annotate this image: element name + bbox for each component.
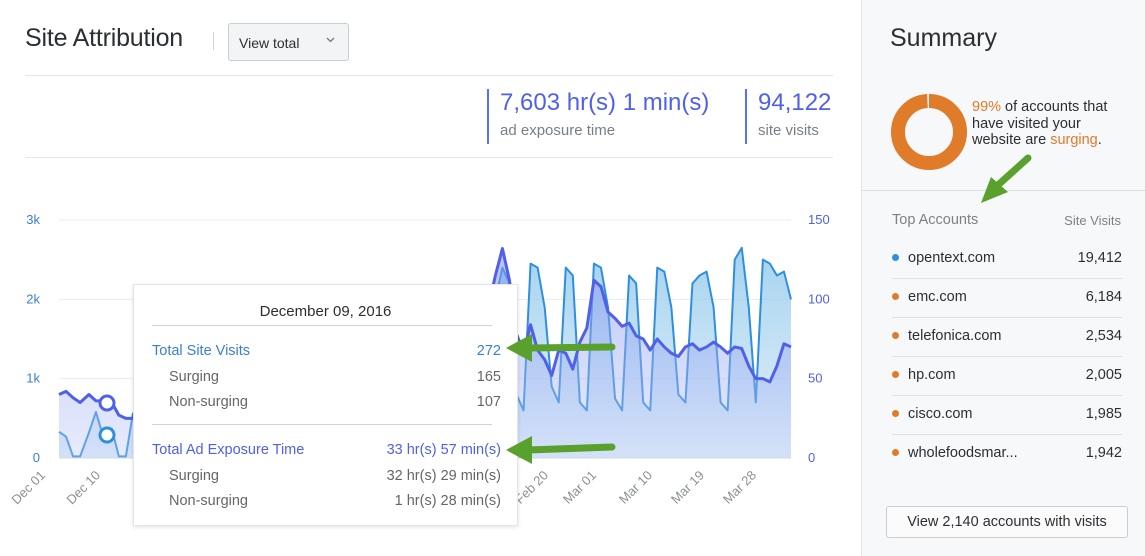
account-visits: 2,534 (1085, 328, 1122, 344)
summary-title: Summary (890, 24, 997, 52)
hover-marker (98, 426, 116, 444)
summary-divider (862, 190, 1145, 191)
chevron-down-icon (325, 34, 336, 48)
tooltip-label: Surging (169, 369, 219, 385)
header-divider (25, 75, 833, 76)
account-dot-icon (892, 293, 899, 300)
account-row[interactable]: hp.com 2,005 (892, 357, 1122, 396)
ad-exposure-value: 7,603 hr(s) 1 min(s) (500, 89, 710, 116)
view-select-label: View total (239, 35, 300, 51)
tooltip-value: 1 hr(s) 28 min(s) (394, 493, 501, 509)
account-visits: 6,184 (1085, 289, 1122, 305)
donut-arc (891, 94, 967, 170)
right-axis-tick: 150 (808, 212, 830, 227)
account-name: hp.com (908, 367, 956, 383)
summary-text-mid: of accounts that have visited your websi… (972, 99, 1108, 148)
tooltip-label: Total Site Visits (152, 343, 251, 359)
title-divider (213, 32, 214, 50)
right-axis-tick: 100 (808, 291, 830, 306)
account-visits: 1,985 (1085, 406, 1122, 422)
left-axis-tick: 2k (26, 291, 40, 306)
chart-tooltip: December 09, 2016 Total Site Visits 272 … (133, 284, 518, 526)
tooltip-divider (152, 325, 492, 326)
surging-percent: 99% (972, 99, 1002, 115)
tooltip-label: Non-surging (169, 493, 248, 509)
metrics-divider (25, 157, 833, 158)
tooltip-label: Total Ad Exposure Time (152, 442, 305, 458)
account-dot-icon (892, 254, 899, 261)
hover-marker (98, 394, 116, 412)
x-axis-tick: Mar 10 (616, 468, 655, 507)
left-axis-tick: 0 (33, 450, 40, 465)
series-line (58, 247, 792, 420)
site-visits-metric: 94,122 site visits (745, 89, 831, 144)
tooltip-value: 107 (476, 394, 501, 410)
right-axis-tick: 0 (808, 450, 815, 465)
tooltip-value: 165 (476, 369, 501, 385)
x-axis-tick: Dec 10 (63, 468, 103, 508)
x-axis-tick: Mar 19 (668, 468, 707, 507)
site-visits-value: 94,122 (758, 89, 832, 116)
account-visits: 19,412 (1077, 250, 1122, 266)
right-axis-tick: 50 (808, 371, 822, 386)
account-visits: 2,005 (1085, 367, 1122, 383)
page-title: Site Attribution (25, 24, 184, 52)
site-visits-label: site visits (758, 122, 819, 139)
view-total-dropdown[interactable]: View total (228, 23, 349, 61)
account-name: emc.com (908, 289, 967, 305)
surging-donut (891, 94, 967, 170)
view-accounts-button[interactable]: View 2,140 accounts with visits (886, 506, 1128, 538)
account-dot-icon (892, 410, 899, 417)
ad-exposure-metric: 7,603 hr(s) 1 min(s) ad exposure time (487, 89, 709, 144)
x-axis-tick: Mar 28 (720, 468, 759, 507)
account-row[interactable]: opentext.com 19,412 (892, 240, 1122, 279)
account-name: wholefoodsmar... (908, 445, 1018, 461)
account-visits: 1,942 (1085, 445, 1122, 461)
account-row[interactable]: telefonica.com 2,534 (892, 318, 1122, 357)
summary-text-end: . (1097, 132, 1102, 148)
account-name: cisco.com (908, 406, 973, 422)
site-visits-column-heading: Site Visits (1064, 213, 1121, 228)
surging-summary-text: 99% of accounts that have visited your w… (972, 99, 1132, 149)
account-row[interactable]: wholefoodsmar... 1,942 (892, 435, 1122, 474)
site-attribution-panel: Site Attribution View total 7,603 hr(s) … (8, 23, 833, 526)
x-axis-tick: Dec 01 (8, 468, 48, 508)
account-name: opentext.com (908, 250, 996, 266)
tooltip-value: 32 hr(s) 29 min(s) (386, 468, 501, 484)
account-row[interactable]: cisco.com 1,985 (892, 396, 1122, 435)
summary-panel: Summary 99% of accounts that have visite… (861, 0, 1145, 556)
top-accounts-heading: Top Accounts (892, 212, 979, 228)
left-axis-tick: 1k (26, 371, 40, 386)
account-name: telefonica.com (908, 328, 1002, 344)
tooltip-date: December 09, 2016 (259, 303, 392, 320)
tooltip-value: 272 (476, 343, 501, 359)
surging-word: surging (1050, 132, 1098, 148)
account-dot-icon (892, 449, 899, 456)
account-dot-icon (892, 371, 899, 378)
tooltip-value: 33 hr(s) 57 min(s) (386, 442, 501, 458)
account-row[interactable]: emc.com 6,184 (892, 279, 1122, 318)
tooltip-divider (152, 424, 492, 425)
x-axis-tick: Mar 01 (560, 468, 599, 507)
tooltip-label: Non-surging (169, 394, 248, 410)
account-dot-icon (892, 332, 899, 339)
ad-exposure-label: ad exposure time (500, 122, 616, 139)
tooltip-label: Surging (169, 468, 219, 484)
left-axis-tick: 3k (26, 212, 40, 227)
